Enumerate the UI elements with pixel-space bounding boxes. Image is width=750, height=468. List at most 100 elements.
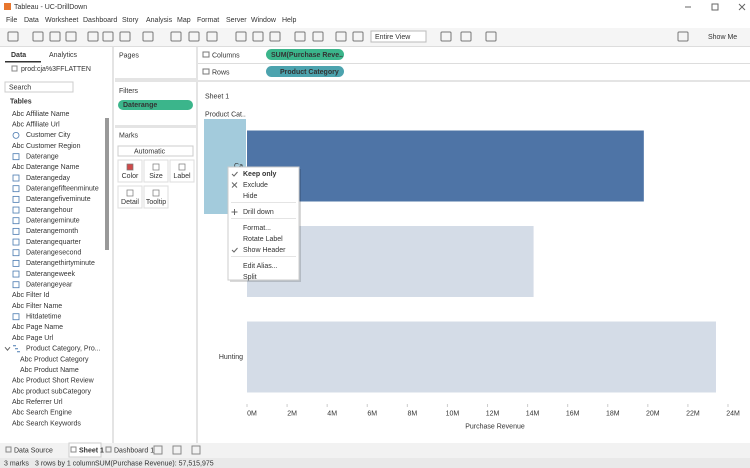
toolbar-button[interactable] xyxy=(312,31,324,42)
field[interactable]: Daterangefiveminute xyxy=(26,196,91,203)
toolbar-button[interactable] xyxy=(440,31,452,42)
field[interactable]: Product Category xyxy=(34,356,89,363)
toolbar-button[interactable] xyxy=(119,31,131,42)
menu-item[interactable]: Window xyxy=(251,17,277,24)
field[interactable]: Affiliate Name xyxy=(26,111,70,118)
data-tab[interactable]: Data xyxy=(11,52,26,59)
field[interactable]: product subCategory xyxy=(26,388,91,395)
menu-item[interactable]: Server xyxy=(226,17,247,24)
field[interactable]: Daterangehour xyxy=(26,207,73,214)
toolbar-button[interactable] xyxy=(65,31,77,42)
menu-item[interactable]: Dashboard xyxy=(83,17,117,24)
toolbar-button[interactable] xyxy=(269,31,281,42)
menu-item[interactable]: Edit Alias... xyxy=(243,263,278,270)
menu-item[interactable]: Keep only xyxy=(243,171,277,178)
menu-item[interactable]: Data xyxy=(24,17,39,24)
field[interactable]: Daterangesecond xyxy=(26,250,81,257)
sheet-tab[interactable]: Data Source xyxy=(14,447,53,454)
columns-pill[interactable] xyxy=(266,49,344,60)
toolbar-button[interactable] xyxy=(252,31,264,42)
field[interactable]: Daterangequarter xyxy=(26,239,82,246)
toolbar-button[interactable] xyxy=(294,31,306,42)
menu-item[interactable]: Hide xyxy=(243,193,258,200)
toolbar-button[interactable] xyxy=(102,31,114,42)
field[interactable]: Affiliate Url xyxy=(26,122,60,129)
menu-item[interactable]: Format xyxy=(197,17,219,24)
toolbar-button[interactable] xyxy=(142,31,154,42)
menu-item[interactable]: Analysis xyxy=(146,17,173,24)
field[interactable]: Daterangeweek xyxy=(26,271,76,278)
bar[interactable] xyxy=(247,130,644,202)
field[interactable]: Daterange xyxy=(26,154,59,161)
toolbar-button[interactable] xyxy=(235,31,247,42)
rows-pill[interactable] xyxy=(266,66,344,77)
toolbar-button[interactable] xyxy=(49,31,61,42)
field[interactable]: Daterange Name xyxy=(26,164,79,171)
toolbar-button[interactable] xyxy=(188,31,200,42)
menu-item[interactable]: File xyxy=(6,17,17,24)
close[interactable] xyxy=(738,3,746,11)
mark-button[interactable] xyxy=(169,159,195,183)
sheet-tab[interactable]: Sheet 1 xyxy=(79,447,104,454)
field[interactable]: Search Keywords xyxy=(26,420,81,427)
menu-item[interactable]: Show Header xyxy=(243,247,286,254)
new-tab-button[interactable] xyxy=(172,445,182,455)
mark-button[interactable] xyxy=(117,185,143,209)
menu-item[interactable]: Story xyxy=(122,17,139,24)
field[interactable]: Referrer Url xyxy=(26,399,63,406)
mark-type[interactable] xyxy=(117,145,194,157)
toolbar-button[interactable] xyxy=(7,31,19,42)
field[interactable]: Customer City xyxy=(26,132,71,139)
field[interactable]: Page Name xyxy=(26,324,63,331)
bar[interactable] xyxy=(247,321,716,393)
sheet-tab[interactable]: Dashboard 1 xyxy=(114,447,154,454)
field[interactable]: Daterangemonth xyxy=(26,228,78,235)
new-tab-button[interactable] xyxy=(153,445,163,455)
x-tick-label: 8M xyxy=(407,410,417,417)
expander[interactable] xyxy=(4,346,11,352)
toolbar-button[interactable] xyxy=(170,31,182,42)
toolbar-button[interactable] xyxy=(32,31,44,42)
mark-button[interactable] xyxy=(143,159,169,183)
field[interactable]: Daterangeyear xyxy=(26,282,73,289)
field[interactable]: Page Url xyxy=(26,335,54,342)
menu-item[interactable]: Exclude xyxy=(243,182,268,189)
field[interactable]: Daterangethirtyminute xyxy=(26,260,95,267)
analytics-tab[interactable]: Analytics xyxy=(49,52,78,59)
search-box[interactable] xyxy=(4,81,74,93)
toolbar-button[interactable] xyxy=(677,31,689,42)
menu-item[interactable]: Drill down xyxy=(243,209,274,216)
field[interactable]: Filter Id xyxy=(26,292,49,299)
menu-item[interactable]: Split xyxy=(243,274,257,281)
date-icon xyxy=(12,174,20,182)
menu-item[interactable]: Worksheet xyxy=(45,17,78,24)
menu-item[interactable]: Rotate Label xyxy=(243,236,283,243)
scrollbar[interactable] xyxy=(105,118,109,250)
filter-pill[interactable] xyxy=(118,100,193,110)
mark-button[interactable] xyxy=(143,185,169,209)
field[interactable]: Product Name xyxy=(34,367,79,374)
toolbar-button[interactable] xyxy=(352,31,364,42)
field[interactable]: Daterangeday xyxy=(26,175,70,182)
field[interactable]: Customer Region xyxy=(26,143,81,150)
menu-item[interactable]: Help xyxy=(282,17,297,24)
field[interactable]: Daterangeminute xyxy=(26,218,80,225)
menu-item[interactable]: Map xyxy=(177,17,191,24)
show-me[interactable]: Show Me xyxy=(708,34,737,41)
toolbar-button[interactable] xyxy=(460,31,472,42)
mark-button[interactable] xyxy=(117,159,143,183)
field[interactable]: Hitdatetime xyxy=(26,314,62,321)
toolbar-button[interactable] xyxy=(206,31,218,42)
maximize[interactable] xyxy=(711,3,719,11)
menu-item[interactable]: Format... xyxy=(243,225,271,232)
field[interactable]: Product Short Review xyxy=(26,378,95,385)
field[interactable]: Daterangefifteenminute xyxy=(26,186,99,193)
toolbar-button[interactable] xyxy=(87,31,99,42)
field[interactable]: Product Category, Pro... xyxy=(26,346,101,353)
toolbar-button[interactable] xyxy=(485,31,497,42)
fit-dropdown[interactable] xyxy=(370,30,427,43)
field[interactable]: Filter Name xyxy=(26,303,62,310)
field[interactable]: Search Engine xyxy=(26,410,72,417)
new-tab-button[interactable] xyxy=(191,445,201,455)
toolbar-button[interactable] xyxy=(335,31,347,42)
